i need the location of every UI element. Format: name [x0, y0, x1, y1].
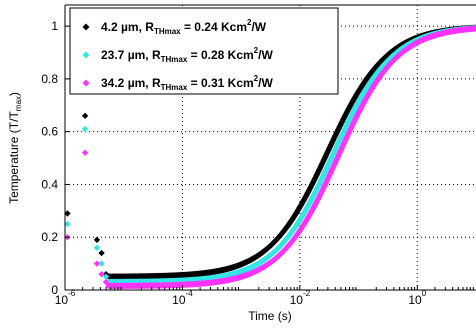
x-axis-label: Time (s) — [248, 309, 292, 323]
legend-marker-0 — [82, 23, 90, 31]
y-tick-label: 1 — [51, 19, 58, 33]
y-tick-label: 0.8 — [41, 72, 58, 86]
legend-entry: 34.2 µm, RTHmax = 0.31 Kcm2/W — [82, 74, 273, 92]
y-tick-label: 0 — [51, 283, 58, 297]
data-point — [98, 270, 105, 278]
data-point — [93, 244, 101, 251]
series-0 — [64, 24, 476, 280]
y-tick-label: 0.2 — [41, 230, 58, 244]
ticks: 0 0.2 0.4 0.6 0.8 1 10-6 10-4 10-2 100 — [41, 19, 474, 307]
y-axis-label: Temperature (T/Tmax) — [7, 92, 23, 204]
legend-box — [69, 7, 339, 95]
legend-diamond — [82, 23, 90, 31]
legend-entry: 4.2 µm, RTHmax = 0.24 Kcm2/W — [82, 18, 267, 36]
y-tick-label: 0.4 — [41, 177, 58, 191]
data-point — [81, 149, 89, 156]
data-point — [81, 125, 89, 133]
data-point — [81, 112, 89, 120]
x-tick-label: 10-6 — [55, 289, 76, 307]
legend-label-2: 34.2 µm, RTHmax = 0.31 Kcm2/W — [101, 74, 273, 92]
legend-marker-1 — [82, 51, 90, 59]
x-tick-label: 10-4 — [172, 289, 193, 307]
legend-marker-2 — [82, 79, 90, 87]
data-point — [64, 220, 71, 228]
legend-label-1: 23.7 µm, RTHmax = 0.28 Kcm2/W — [101, 46, 273, 64]
legend-label-0: 4.2 µm, RTHmax = 0.24 Kcm2/W — [101, 18, 267, 36]
data-point — [93, 236, 101, 244]
data-point — [98, 249, 105, 257]
legend-diamond — [82, 79, 90, 87]
legend-entry: 23.7 µm, RTHmax = 0.28 Kcm2/W — [82, 46, 273, 64]
data-point — [98, 260, 105, 267]
data-marks — [64, 24, 476, 290]
data-point — [93, 260, 101, 267]
data-point — [102, 273, 110, 281]
x-tick-label: 100 — [408, 289, 426, 307]
series-2 — [64, 25, 476, 290]
legend-diamond — [82, 51, 90, 59]
axes — [64, 4, 476, 291]
data-point — [472, 25, 476, 32]
data-point — [64, 210, 71, 217]
y-tick-label: 0.6 — [41, 125, 58, 139]
x-tick-label: 10-2 — [290, 289, 311, 307]
legend: 4.2 µm, RTHmax = 0.24 Kcm2/W 23.7 µm, RT… — [69, 7, 339, 95]
